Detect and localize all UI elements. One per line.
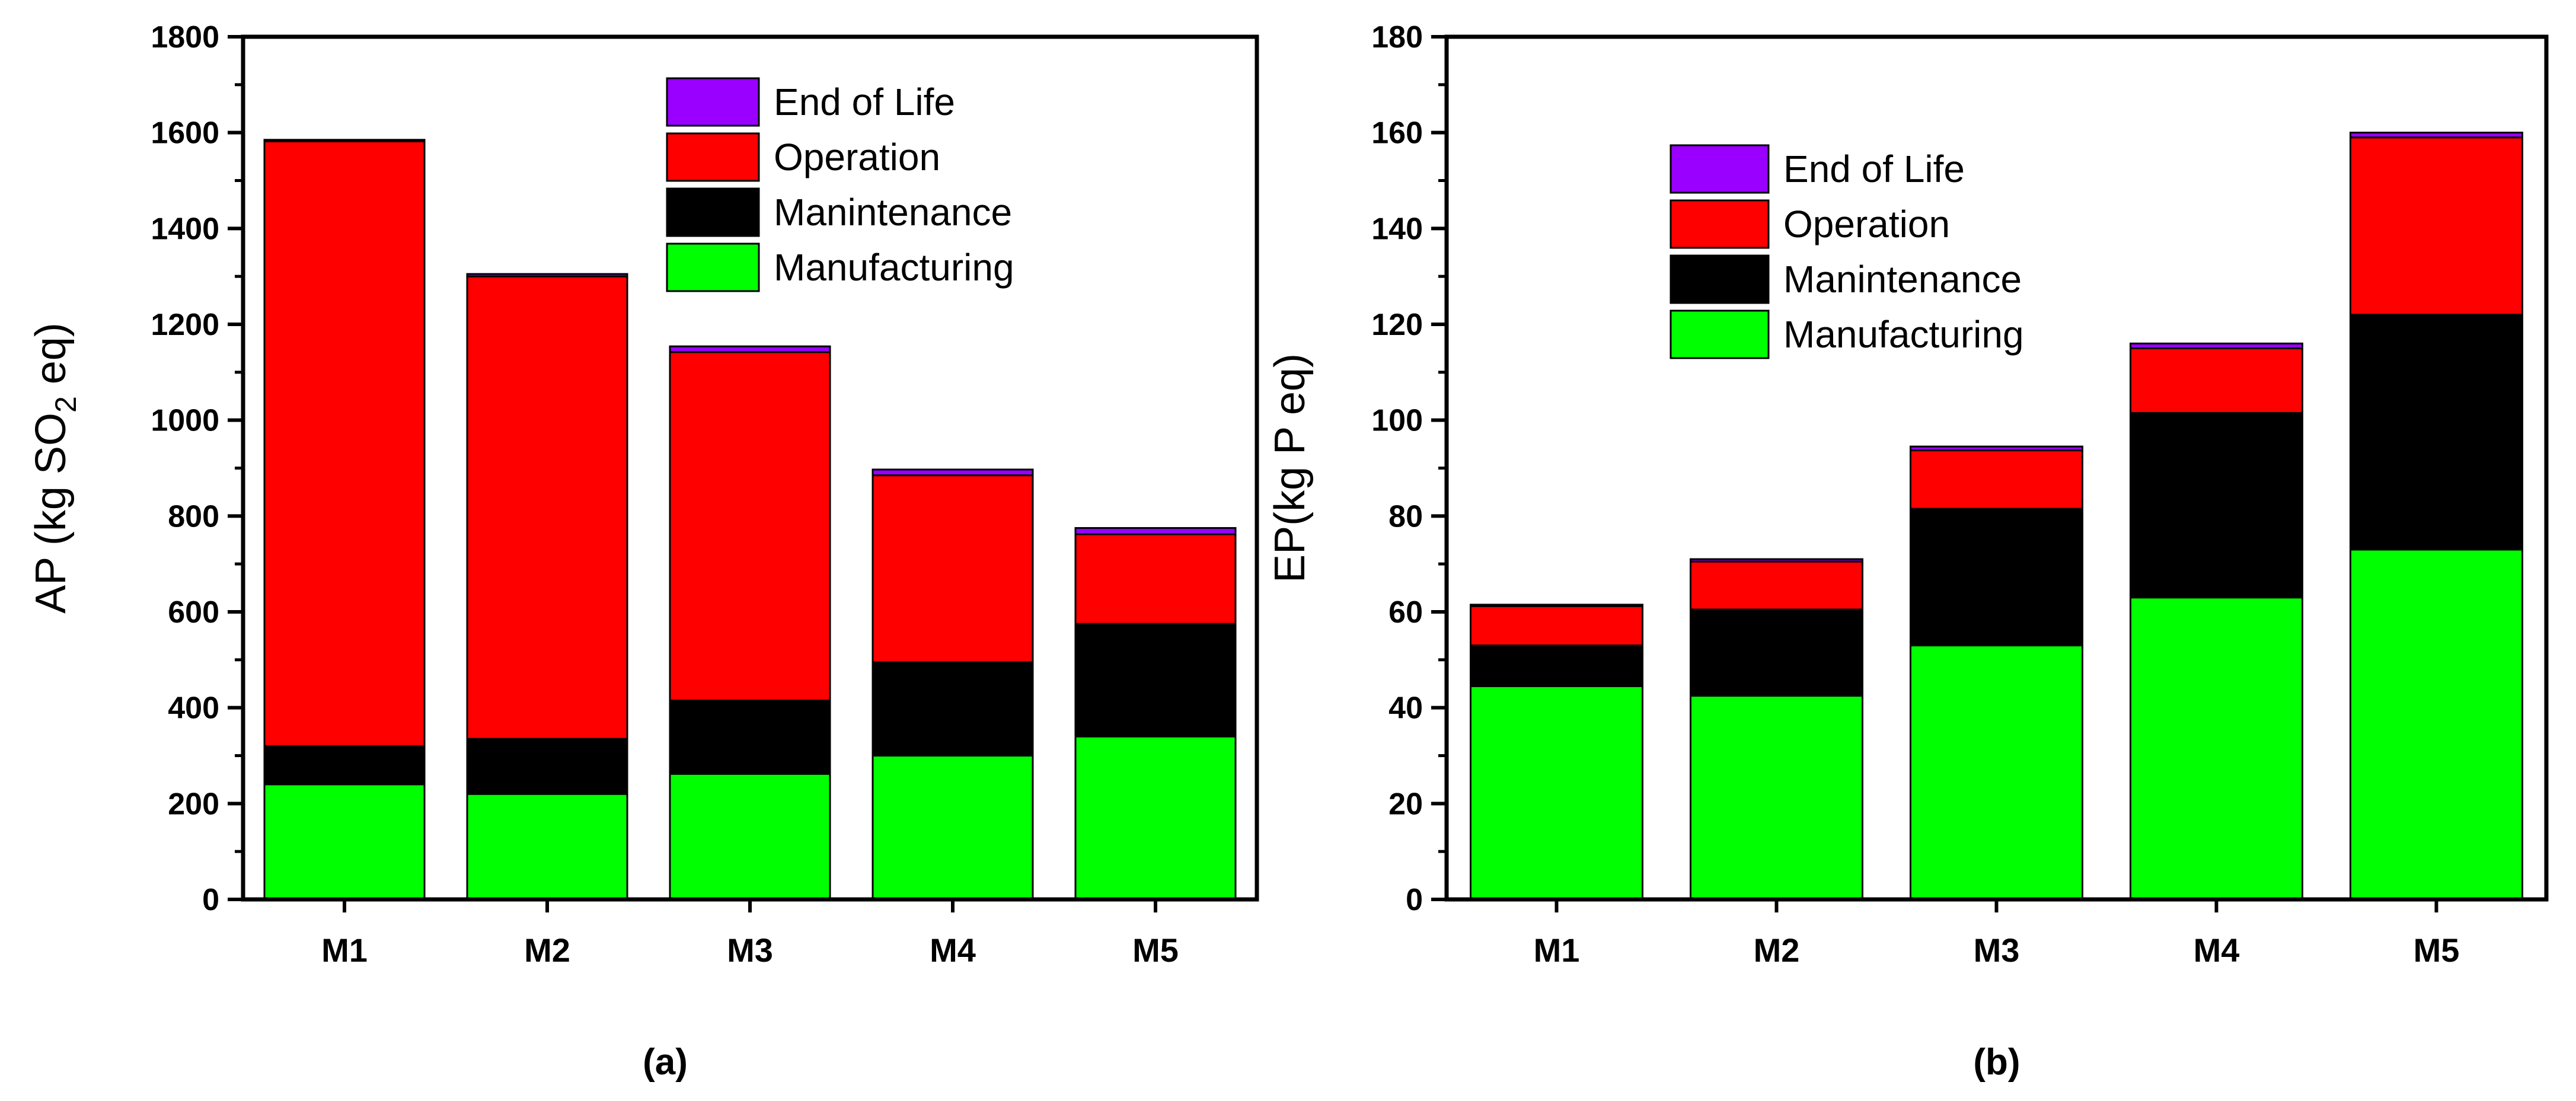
- y-tick-label: 1200: [151, 308, 219, 342]
- bar-m4-manintenance: [872, 661, 1034, 757]
- legend-label-manintenance: Manintenance: [774, 191, 1012, 234]
- plot-frame: [1444, 34, 2549, 902]
- y-tick-label: 160: [1371, 116, 1423, 151]
- bar-m1-operation: [1470, 605, 1643, 647]
- bar-m5-manufacturing: [2350, 548, 2523, 901]
- bar-m2-end-of-life: [1690, 558, 1863, 563]
- bar-m3-manintenance: [1910, 508, 2083, 647]
- bar-m2-end-of-life: [466, 273, 628, 277]
- bar-m1-manufacturing: [263, 783, 426, 901]
- bar-m3-manintenance: [669, 700, 831, 775]
- x-tick-label-m3: M3: [727, 931, 773, 969]
- x-tick-label-m3: M3: [1974, 931, 2020, 969]
- bar-m2-operation: [1690, 560, 1863, 611]
- bar-m1-manufacturing: [1470, 685, 1643, 901]
- legend-swatch-manintenance: [1670, 254, 1770, 304]
- legend-swatch-operation: [666, 132, 760, 182]
- legend-label-operation: Operation: [774, 136, 940, 178]
- y-axis-title: EP(kg P eq): [1266, 353, 1314, 583]
- bar-m5-end-of-life: [2350, 132, 2523, 139]
- bar-m5-manufacturing: [1074, 735, 1237, 901]
- y-tick-label: 1600: [151, 116, 219, 151]
- bar-m3-manufacturing: [669, 773, 831, 901]
- x-tick-label-m5: M5: [1132, 931, 1179, 969]
- y-tick-label: 0: [202, 883, 219, 917]
- y-tick-label: 20: [1388, 787, 1423, 821]
- bar-m2-operation: [466, 275, 628, 740]
- legend-label-end-of-life: End of Life: [774, 81, 955, 123]
- legend-label-manufacturing: Manufacturing: [774, 246, 1014, 289]
- bar-m4-end-of-life: [2130, 342, 2303, 349]
- x-tick-label-m2: M2: [524, 931, 570, 969]
- bar-m4-manufacturing: [2130, 596, 2303, 901]
- bar-m4-operation: [2130, 347, 2303, 414]
- bar-m2-manintenance: [466, 738, 628, 795]
- y-tick-label: 800: [168, 499, 219, 534]
- legend-swatch-operation: [1670, 199, 1770, 249]
- y-tick-label: 140: [1371, 212, 1423, 246]
- bar-m2-manufacturing: [1690, 694, 1863, 901]
- panel-label: (b): [1973, 1042, 2020, 1083]
- legend-swatch-end-of-life: [1670, 144, 1770, 194]
- bar-m4-manufacturing: [872, 755, 1034, 901]
- y-tick-label: 120: [1371, 308, 1423, 342]
- bar-m3-operation: [669, 351, 831, 702]
- legend-label-operation: Operation: [1783, 203, 1950, 245]
- bar-m5-operation: [1074, 533, 1237, 625]
- y-axis-title: AP (kg SO2 eq): [27, 323, 82, 614]
- bar-m5-operation: [2350, 136, 2523, 316]
- bar-m5-manintenance: [2350, 314, 2523, 551]
- bar-m3-end-of-life: [669, 345, 831, 353]
- legend-swatch-manufacturing: [1670, 309, 1770, 359]
- bar-m1-operation: [263, 140, 426, 747]
- y-tick-label: 40: [1388, 691, 1423, 726]
- y-tick-label: 100: [1371, 404, 1423, 438]
- legend-swatch-manintenance: [666, 187, 760, 237]
- legend-swatch-manufacturing: [666, 242, 760, 292]
- y-tick-label: 0: [1406, 883, 1423, 917]
- bar-m4-end-of-life: [872, 468, 1034, 477]
- bar-m3-manufacturing: [1910, 644, 2083, 901]
- y-tick-label: 1000: [151, 404, 219, 438]
- x-tick-label-m4: M4: [930, 931, 976, 969]
- y-tick-label: 80: [1388, 499, 1423, 534]
- x-tick-label-m1: M1: [1534, 931, 1580, 969]
- chart-panel-b: 0 20 40 60 80 100 120 140 160 180 M1 M2 M3 M4 M5 EP(kg …: [1266, 20, 2549, 1083]
- legend-label-manintenance: Manintenance: [1783, 258, 2022, 301]
- x-tick-label-m5: M5: [2414, 931, 2460, 969]
- legend-swatch-end-of-life: [666, 77, 760, 127]
- bar-m3-operation: [1910, 449, 2083, 510]
- bar-m1-end-of-life: [263, 139, 426, 142]
- bar-m2-manintenance: [1690, 608, 1863, 697]
- x-tick-label-m4: M4: [2194, 931, 2240, 969]
- y-tick-label: 180: [1371, 20, 1423, 55]
- y-tick-label: 200: [168, 787, 219, 821]
- bar-m3-end-of-life: [1910, 445, 2083, 452]
- bar-m5-manintenance: [1074, 623, 1237, 738]
- legend-label-end-of-life: End of Life: [1783, 148, 1965, 190]
- x-tick-label-m1: M1: [321, 931, 368, 969]
- bar-m1-manintenance: [1470, 644, 1643, 687]
- bar-m4-manintenance: [2130, 412, 2303, 599]
- y-tick-label: 60: [1388, 595, 1423, 630]
- bar-m1-end-of-life: [1470, 604, 1643, 607]
- x-tick-label-m2: M2: [1754, 931, 1800, 969]
- legend-label-manufacturing: Manufacturing: [1783, 313, 2024, 356]
- bar-m5-end-of-life: [1074, 527, 1237, 535]
- chart-panel-a: 0 200 400 600 800 1000 1200 1400 1600 1800 M1 M2 M3 M…: [27, 20, 1259, 1083]
- bar-m4-operation: [872, 474, 1034, 663]
- y-tick-label: 1800: [151, 20, 219, 55]
- bar-m2-manufacturing: [466, 793, 628, 901]
- y-tick-label: 1400: [151, 212, 219, 246]
- panel-label: (a): [643, 1042, 688, 1083]
- plot-frame: [241, 34, 1259, 902]
- bar-m1-manintenance: [263, 745, 426, 786]
- y-tick-label: 600: [168, 595, 219, 630]
- y-tick-label: 400: [168, 691, 219, 726]
